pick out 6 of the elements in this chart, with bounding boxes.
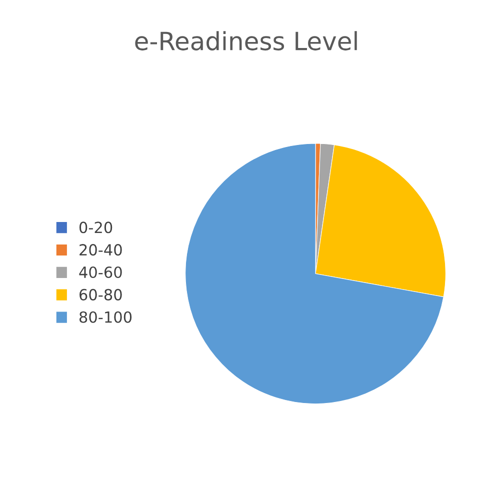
chart-title: e-Readiness Level — [135, 31, 357, 50]
legend-label: 60-80 — [80, 288, 122, 300]
legend-label: 20-40 — [80, 244, 122, 256]
legend-label: 0-20 — [79, 222, 112, 234]
legend-label: 40-60 — [79, 266, 122, 278]
legend-label: 80-100 — [79, 311, 132, 323]
